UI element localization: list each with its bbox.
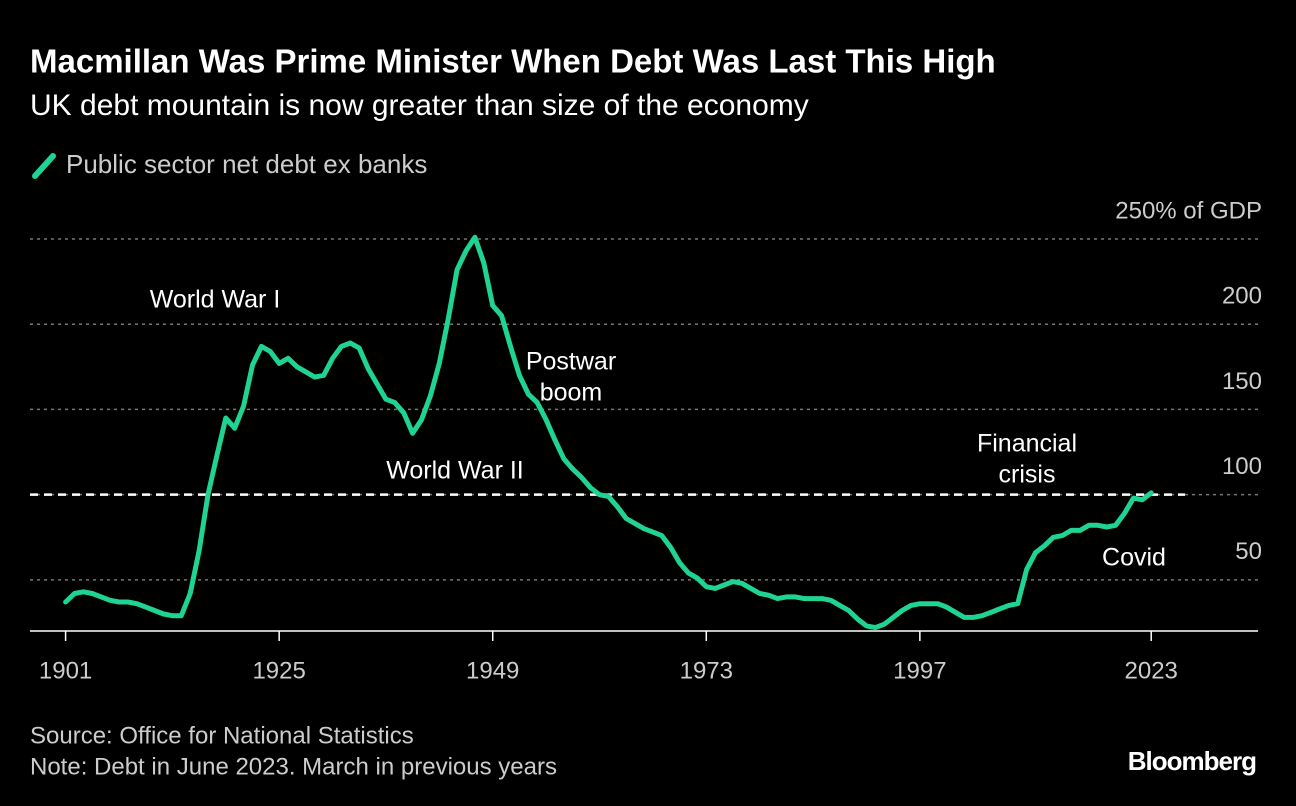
y-tick-label: 100 xyxy=(1222,453,1262,480)
y-tick-label: 250% of GDP xyxy=(1115,197,1262,224)
y-tick-label: 150 xyxy=(1222,368,1262,395)
legend-label: Public sector net debt ex banks xyxy=(66,149,427,179)
annotation: Postwar boom xyxy=(526,347,616,406)
x-tick-label: 1925 xyxy=(252,657,305,684)
x-tick-label: 2023 xyxy=(1125,657,1178,684)
chart-subtitle: UK debt mountain is now greater than siz… xyxy=(30,89,809,122)
source: Source: Office for National Statistics xyxy=(30,722,414,749)
chart-title: Macmillan Was Prime Minister When Debt W… xyxy=(30,43,996,80)
x-tick-label: 1997 xyxy=(893,657,946,684)
legend-swatch xyxy=(32,153,56,179)
data-line xyxy=(63,234,1154,631)
annotation: World War I xyxy=(150,286,281,314)
annotation: Financial crisis xyxy=(977,429,1077,488)
note: Note: Debt in June 2023. March in previo… xyxy=(30,753,557,780)
y-tick-label: 50 xyxy=(1235,538,1262,565)
y-tick-label: 200 xyxy=(1222,283,1262,310)
brand: Bloomberg xyxy=(1128,746,1256,776)
x-tick-label: 1901 xyxy=(39,657,92,684)
annotation: Covid xyxy=(1102,544,1166,572)
annotation: World War II xyxy=(386,457,524,485)
x-tick-label: 1949 xyxy=(466,657,519,684)
x-tick-label: 1973 xyxy=(680,657,733,684)
